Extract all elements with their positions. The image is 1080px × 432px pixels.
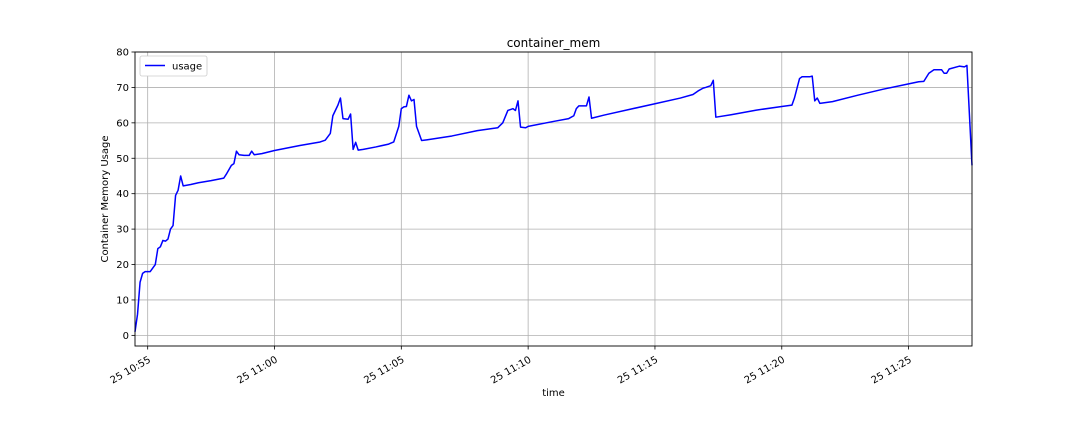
y-tick-label: 10 [116, 295, 129, 306]
y-tick-label: 50 [116, 154, 129, 165]
y-tick-label: 60 [116, 118, 129, 129]
legend: usage [139, 55, 208, 77]
y-tick-label: 0 [123, 331, 129, 342]
chart-title: container_mem [507, 36, 601, 50]
y-tick-label: 40 [116, 189, 129, 200]
series-layer [134, 64, 973, 332]
plot-frame [134, 51, 973, 347]
legend-label-usage: usage [172, 62, 202, 73]
y-axis-label: Container Memory Usage [100, 135, 111, 262]
legend-box [139, 55, 208, 77]
series-line-usage [134, 64, 973, 332]
y-axis: 0 10 20 30 40 50 60 70 80 [116, 48, 135, 342]
y-tick-label: 30 [116, 225, 129, 236]
y-tick-label: 20 [116, 260, 129, 271]
y-tick-label: 80 [116, 48, 129, 59]
y-tick-label: 70 [116, 83, 129, 94]
plot-area [135, 52, 972, 346]
x-axis-label: time [542, 388, 565, 399]
